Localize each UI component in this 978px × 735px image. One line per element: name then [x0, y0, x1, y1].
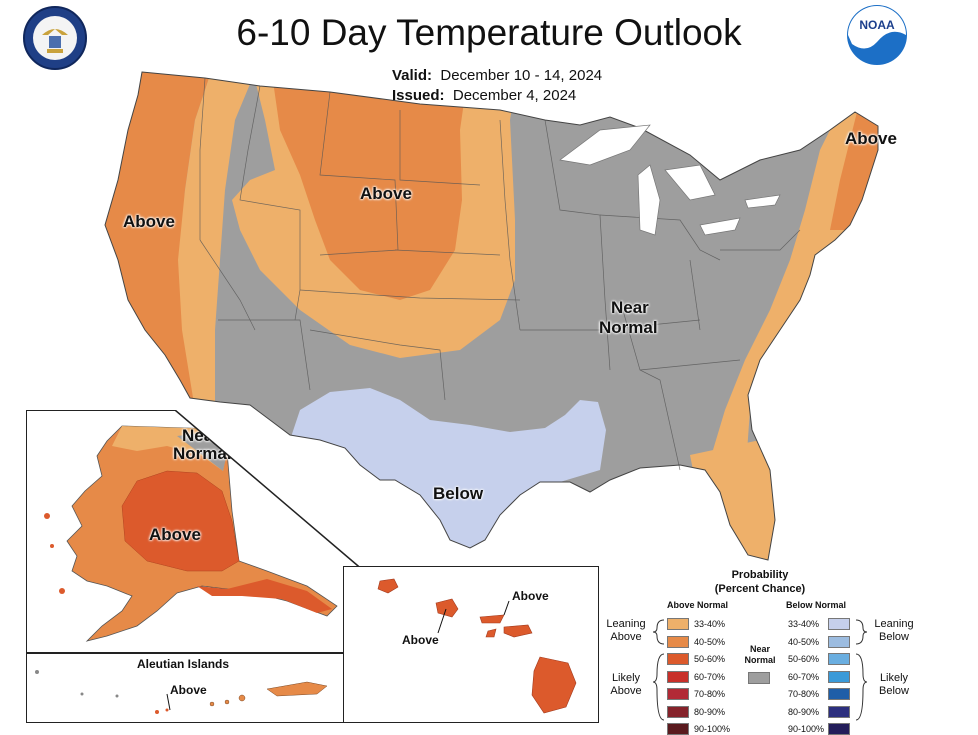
- legend-leaning-above: Leaning Above: [600, 618, 652, 644]
- legend-below-swatch: [828, 688, 850, 700]
- legend-leaning-above-2: Above: [610, 631, 642, 643]
- legend-above-swatch: [667, 653, 689, 665]
- legend-below-label: 80-90%: [788, 706, 820, 717]
- label-plains-above: Above: [360, 184, 412, 203]
- map-title: 6-10 Day Temperature Outlook: [236, 12, 742, 53]
- legend-near-normal-swatch: [748, 672, 770, 684]
- legend-likely-above: Likely Above: [600, 672, 652, 698]
- label-near-normal-2: Normal: [599, 318, 658, 337]
- issued-date: Issued: December 4, 2024: [392, 87, 576, 104]
- legend-below-swatch: [828, 653, 850, 665]
- legend-leaning-below: Leaning Below: [868, 618, 920, 644]
- legend-below-swatch: [828, 670, 850, 683]
- legend-likely-below-2: Below: [879, 685, 909, 697]
- label-aleutian-above: Above: [170, 683, 207, 697]
- label-west-above: Above: [123, 212, 175, 231]
- legend-leaning-above-1: Leaning: [606, 618, 646, 630]
- legend: Probability (Percent Chance) Above Norma…: [600, 566, 930, 735]
- legend-above-label: 70-80%: [694, 689, 726, 699]
- legend-above-label: 50-60%: [694, 654, 726, 664]
- legend-below-label: 70-80%: [788, 689, 820, 699]
- legend-below-swatch: [828, 705, 850, 718]
- legend-likely-below-1: Likely: [879, 672, 909, 684]
- legend-above-label: 80-90%: [694, 706, 726, 717]
- valid-value: December 10 - 14, 2024: [440, 67, 603, 84]
- label-northeast-above: Above: [845, 129, 897, 148]
- valid-label: Valid:: [392, 67, 433, 84]
- label-hawaii-above-1: Above: [402, 633, 439, 647]
- legend-above-header: Above Normal: [667, 600, 729, 610]
- issued-value: December 4, 2024: [452, 87, 577, 104]
- legend-leaning-below-2: Below: [879, 631, 909, 643]
- department-of-commerce-seal-icon: [23, 6, 87, 70]
- legend-near-header-2: Normal: [744, 655, 776, 665]
- label-alaska-above: Above: [149, 525, 201, 544]
- legend-below-label: 90-100%: [788, 724, 825, 734]
- legend-above-swatch: [667, 705, 689, 718]
- hawaii-map: [377, 578, 577, 714]
- legend-likely-below: Likely Below: [868, 672, 920, 698]
- legend-below-label: 40-50%: [788, 636, 820, 647]
- hawaii-inset: Above Above: [343, 566, 599, 723]
- legend-leaning-below-1: Leaning: [874, 618, 914, 630]
- label-alaska-near-2: Normal: [173, 444, 232, 463]
- noaa-text: NOAA: [859, 18, 895, 32]
- legend-near-header-1: Near: [749, 644, 770, 654]
- legend-below-label: 33-40%: [788, 619, 820, 629]
- label-hawaii-above-2: Above: [512, 589, 549, 603]
- legend-below-swatch: [828, 635, 850, 648]
- legend-above-swatch: [667, 635, 689, 648]
- label-near-normal-1: Near: [611, 298, 649, 317]
- legend-title-1: Probability: [731, 569, 789, 581]
- legend-above-label: 40-50%: [694, 636, 726, 647]
- noaa-logo-icon: NOAA: [847, 5, 907, 65]
- alaska-inset-diagonal: [174, 410, 365, 572]
- aleutian-inset: Aleutian Islands Above: [26, 653, 344, 723]
- legend-below-label: 50-60%: [788, 654, 820, 664]
- aleutian-title: Aleutian Islands: [137, 657, 230, 671]
- legend-likely-above-2: Above: [610, 685, 642, 697]
- legend-below-header: Below Normal: [786, 600, 847, 610]
- label-south-below: Below: [433, 484, 484, 503]
- legend-above-label: 33-40%: [694, 619, 726, 629]
- legend-braces: [652, 619, 868, 721]
- legend-likely-above-1: Likely: [611, 672, 641, 684]
- legend-below-label: 60-70%: [788, 671, 820, 682]
- legend-title-2: (Percent Chance): [714, 583, 806, 595]
- legend-above-swatch: [667, 618, 689, 630]
- issued-label: Issued:: [392, 87, 445, 104]
- legend-above-swatch: [667, 670, 689, 683]
- legend-below-swatch: [828, 618, 850, 630]
- alaska-map: [44, 425, 338, 642]
- aleutian-map: [35, 670, 328, 714]
- legend-above-swatch: [667, 688, 689, 700]
- legend-above-label: 60-70%: [694, 671, 726, 682]
- legend-above-label: 90-100%: [694, 724, 731, 734]
- valid-dates: Valid: December 10 - 14, 2024: [392, 67, 602, 84]
